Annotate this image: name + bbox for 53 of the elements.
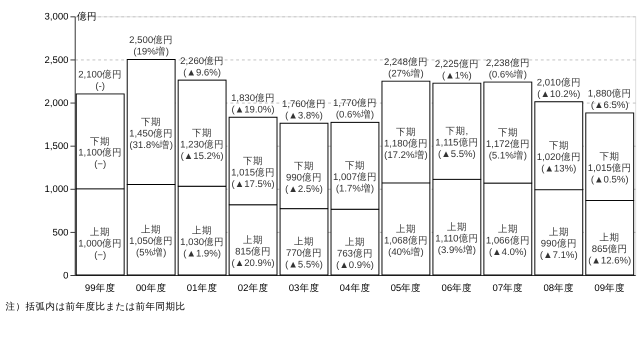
data-label: 上期 1,068億円 (40%増) xyxy=(384,222,428,258)
y-tick-label: 1,500 xyxy=(44,141,69,152)
total-label: 2,260億円 (▲9.6%) xyxy=(180,54,224,78)
y-tick-label: 1,000 xyxy=(44,184,69,196)
data-label: 下期 1,180億円 (17.2%増) xyxy=(384,126,428,161)
total-label: 2,010億円 (▲10.2%) xyxy=(536,76,581,100)
data-label: 下期 1,450億円 (31.8%増) xyxy=(129,116,174,151)
x-tick-label: 05年度 xyxy=(390,282,422,294)
data-label: 下期 1,020億円 (▲13%) xyxy=(536,140,581,175)
total-label: 1,760億円 (▲3.8%) xyxy=(282,98,326,122)
x-tick-label: 07年度 xyxy=(492,282,524,294)
y-tick-label: 2,500 xyxy=(44,54,69,66)
data-label: 上期 865億円 (▲12.6%) xyxy=(588,232,632,267)
x-tick-label: 01年度 xyxy=(186,282,218,294)
y-tick-label: 3,000 xyxy=(44,12,69,23)
data-label: 下期 990億円 (▲2.5%) xyxy=(285,160,323,195)
total-label: 1,880億円 (▲6.5%) xyxy=(588,88,632,112)
data-label: 下期 1,015億円 (▲0.5%) xyxy=(588,150,632,186)
x-tick-label: 00年度 xyxy=(136,282,166,294)
x-tick-label: 99年度 xyxy=(84,282,116,294)
total-label: 2,225億円 (▲1%) xyxy=(434,58,479,82)
data-label: 上期 990億円 (▲7.1%) xyxy=(540,226,578,262)
data-label: 上期 1,000億円 (−) xyxy=(78,226,122,261)
total-label: 2,248億円 (27%増) xyxy=(384,56,428,80)
y-axis-title: 億円 xyxy=(77,10,98,23)
y-tick-label: 500 xyxy=(52,227,69,238)
data-label: 上期 1,066億円 (▲4.0%) xyxy=(486,222,530,258)
x-tick-label: 08年度 xyxy=(543,282,574,294)
data-label: 上期 763億円 (▲0.9%) xyxy=(336,236,374,272)
data-label: 上期 1,030億円 (▲1.9%) xyxy=(180,224,224,260)
text: 注）括弧内は前年度比または前年同期比 xyxy=(6,300,186,313)
x-tick-label: 09年度 xyxy=(594,282,626,294)
data-label: 上期 770億円 (▲5.5%) xyxy=(285,236,323,271)
total-label: 2,500億円 (19%増) xyxy=(129,34,174,58)
data-label: 下期 1,230億円 (▲15.2%) xyxy=(180,127,224,162)
total-label: 2,238億円 (0.6%増) xyxy=(486,56,530,80)
total-label: 1,770億円 (0.6%増) xyxy=(332,97,377,121)
total-label: 1,830億円 (▲19.0%) xyxy=(231,92,276,116)
x-tick-label: 06年度 xyxy=(442,282,472,294)
total-label: 2,100億円 (-) xyxy=(78,68,122,92)
data-label: 上期 815億円 (▲20.9%) xyxy=(232,234,275,269)
x-tick-label: 03年度 xyxy=(288,282,320,294)
x-tick-label: 04年度 xyxy=(340,282,370,294)
y-tick-label: 2,000 xyxy=(44,98,69,109)
data-label: 下期 1,015億円 (▲17.5%) xyxy=(231,154,276,190)
data-label: 下期 1,007億円 (1.7%増) xyxy=(332,160,377,195)
y-tick-label: 0 xyxy=(63,270,69,282)
data-label: 上期 1,050億円 (5%増) xyxy=(129,224,174,259)
x-tick-label: 02年度 xyxy=(238,282,268,294)
data-label: 下期 1,172億円 (5.1%増) xyxy=(486,126,530,162)
data-label: 下期, 1,115億円 (▲5.5%) xyxy=(435,125,479,160)
data-label: 下期 1,100億円 (−) xyxy=(78,135,122,170)
data-label: 上期 1,110億円 (3.9%増) xyxy=(435,221,479,256)
